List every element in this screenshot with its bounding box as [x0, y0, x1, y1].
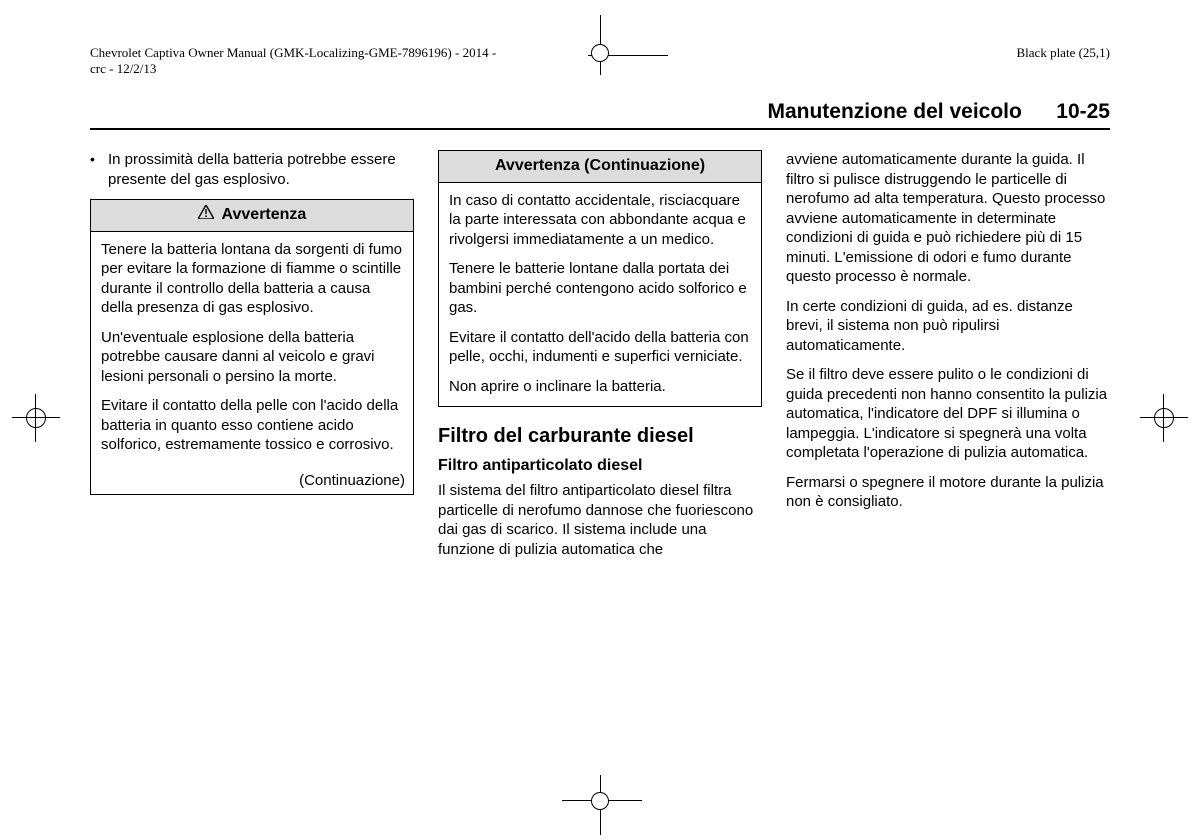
- body-text: Il sistema del filtro antiparticolato di…: [438, 481, 762, 559]
- warning-text: Non aprire o inclinare la batteria.: [449, 377, 751, 397]
- body-text: Fermarsi o spegnere il motore durante la…: [786, 473, 1110, 512]
- page-number: 10-25: [1056, 100, 1110, 123]
- warning-text: Tenere la batteria lontana da sorgenti d…: [101, 240, 403, 318]
- registration-mark-left: [18, 400, 54, 436]
- heading-3: Filtro antiparticolato diesel: [438, 456, 762, 477]
- warning-text: In caso di contatto accidentale, risciac…: [449, 191, 751, 250]
- warning-text: Un'eventuale esplosione della batteria p…: [101, 328, 403, 387]
- warning-header: Avvertenza (Continuazione): [439, 151, 761, 183]
- warning-box: Avvertenza (Continuazione) In caso di co…: [438, 150, 762, 407]
- warning-continuation: (Continuazione): [91, 469, 413, 495]
- warning-body: Tenere la batteria lontana da sorgenti d…: [91, 232, 413, 469]
- page-header: Manutenzione del veicolo 10-25: [90, 100, 1110, 130]
- bullet-text: In prossimità della batteria potrebbe es…: [108, 150, 414, 189]
- heading-2: Filtro del carburante diesel: [438, 425, 762, 448]
- registration-mark-right: [1146, 400, 1182, 436]
- warning-body: In caso di contatto accidentale, risciac…: [439, 183, 761, 407]
- bullet-icon: [90, 150, 108, 189]
- warning-text: Tenere le batterie lontane dalla portata…: [449, 259, 751, 318]
- warning-box: Avvertenza Tenere la batteria lontana da…: [90, 199, 414, 495]
- body-text: avviene automaticamente durante la guida…: [786, 150, 1110, 287]
- warning-label: Avvertenza (Continuazione): [495, 157, 705, 174]
- doc-id-line2: crc - 12/2/13: [90, 61, 156, 76]
- section-title: Manutenzione del veicolo: [767, 100, 1021, 123]
- warning-label: Avvertenza: [222, 206, 307, 223]
- warning-header: Avvertenza: [91, 200, 413, 232]
- bullet-item: In prossimità della batteria potrebbe es…: [90, 150, 414, 189]
- crop-circle: [591, 792, 609, 810]
- body-text: In certe condizioni di guida, ad es. dis…: [786, 297, 1110, 356]
- doc-id-line1: Chevrolet Captiva Owner Manual (GMK-Loca…: [90, 45, 496, 60]
- body-text: Se il filtro deve essere pulito o le con…: [786, 365, 1110, 463]
- plate-info: Black plate (25,1): [1017, 45, 1111, 78]
- warning-icon: [198, 205, 214, 226]
- document-meta: Chevrolet Captiva Owner Manual (GMK-Loca…: [90, 45, 1110, 78]
- page-content: Manutenzione del veicolo 10-25 In prossi…: [90, 100, 1110, 780]
- warning-text: Evitare il contatto dell'acido della bat…: [449, 328, 751, 367]
- warning-text: Evitare il contatto della pelle con l'ac…: [101, 396, 403, 455]
- column-1: In prossimità della batteria potrebbe es…: [90, 150, 414, 569]
- column-2: Avvertenza (Continuazione) In caso di co…: [438, 150, 762, 569]
- column-3: avviene automaticamente durante la guida…: [786, 150, 1110, 569]
